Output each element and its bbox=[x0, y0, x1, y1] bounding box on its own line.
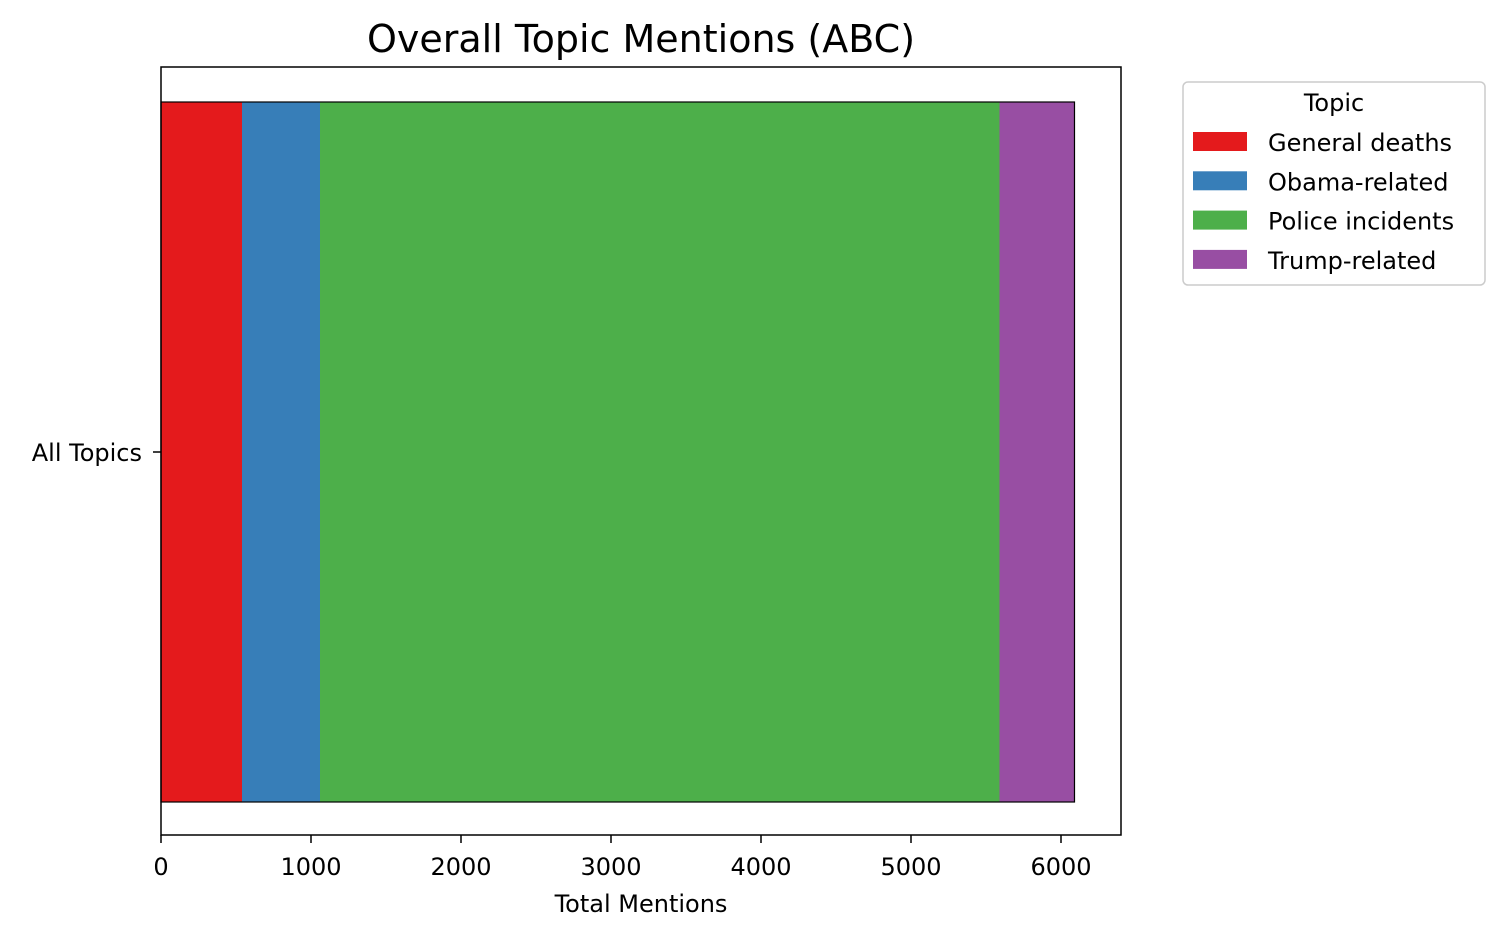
x-tick-label: 0 bbox=[153, 853, 168, 881]
legend-swatch bbox=[1193, 132, 1247, 151]
x-axis-label: Total Mentions bbox=[554, 890, 728, 918]
legend-box bbox=[1182, 81, 1486, 286]
legend-swatch bbox=[1193, 171, 1247, 191]
chart-title: Overall Topic Mentions (ABC) bbox=[367, 17, 915, 61]
bar-trump-related bbox=[999, 102, 1075, 802]
legend-items: General deaths Obama-related Police incide… bbox=[1193, 129, 1454, 275]
x-tick-label: 2000 bbox=[430, 853, 491, 881]
x-tick-label: 5000 bbox=[880, 853, 941, 881]
legend-label: General deaths bbox=[1268, 129, 1452, 157]
legend: Topic General deaths Obama-related Police … bbox=[1182, 81, 1486, 286]
bars-group bbox=[160, 101, 1076, 803]
y-axis-ticks: All Topics bbox=[32, 439, 161, 467]
bar-obama-related bbox=[242, 102, 320, 802]
bar-general-deaths bbox=[161, 102, 242, 802]
legend-swatch bbox=[1193, 210, 1247, 230]
x-tick-label: 3000 bbox=[580, 853, 641, 881]
x-tick-label: 4000 bbox=[730, 853, 791, 881]
x-axis-ticks: 0 1000 2000 3000 4000 5000 6000 bbox=[153, 835, 1092, 881]
x-tick-label: 6000 bbox=[1030, 853, 1091, 881]
legend-title: Topic bbox=[1303, 89, 1364, 117]
x-tick-label: 1000 bbox=[280, 853, 341, 881]
legend-label: Police incidents bbox=[1268, 208, 1454, 236]
y-tick-label: All Topics bbox=[32, 439, 142, 467]
legend-swatch bbox=[1193, 249, 1247, 269]
legend-label: Obama-related bbox=[1268, 168, 1448, 196]
bar-police-incidents bbox=[320, 102, 1000, 802]
plot-frame bbox=[160, 66, 1122, 836]
legend-label: Trump-related bbox=[1267, 247, 1436, 275]
